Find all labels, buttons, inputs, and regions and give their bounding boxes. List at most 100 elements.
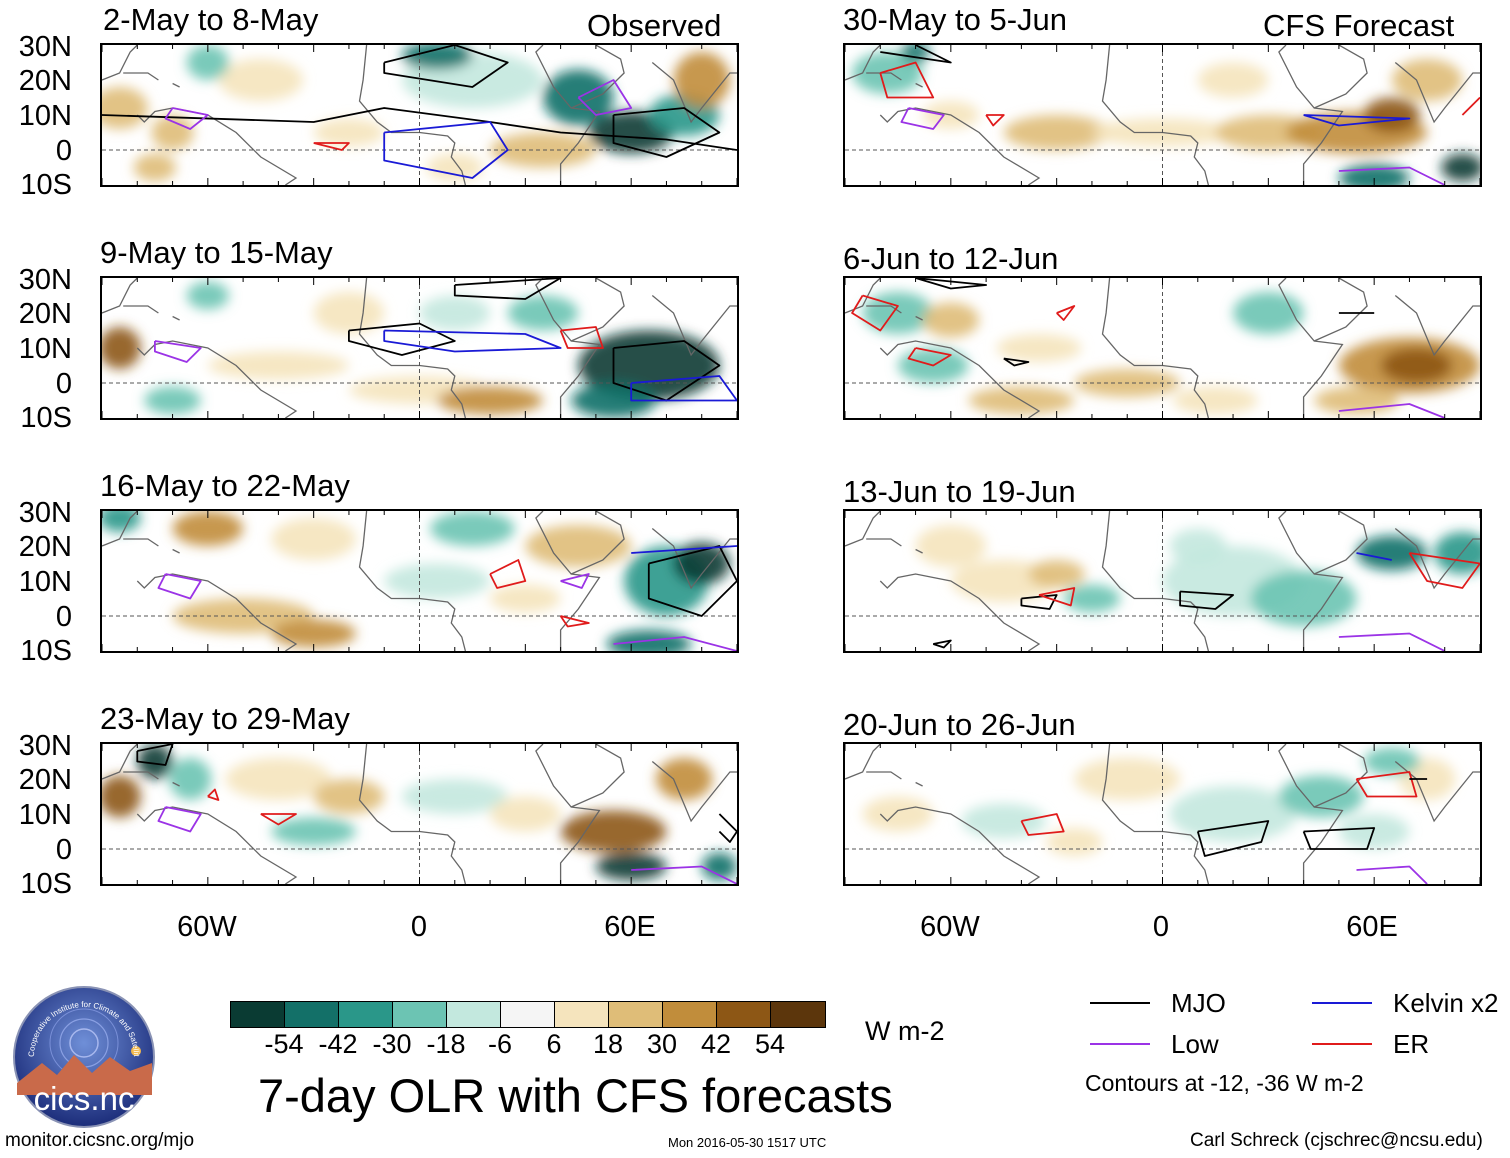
- olr-anomaly: [207, 351, 349, 380]
- colorbar-tick: -42: [318, 1029, 358, 1059]
- coastline: [123, 538, 159, 547]
- lat-label: 10S: [20, 169, 72, 201]
- mjo-contour: [1020, 594, 1058, 610]
- olr-anomaly: [426, 153, 483, 182]
- olr-map: [102, 45, 737, 185]
- mjo-contour: [880, 45, 952, 64]
- coastline: [915, 315, 923, 321]
- olr-anomaly: [419, 295, 491, 331]
- lon-label-60e: 60E: [1346, 911, 1398, 943]
- kelvin-contour: [631, 545, 737, 554]
- lon-label-60w: 60W: [177, 911, 237, 943]
- er-contour: [907, 347, 952, 367]
- er-contour: [489, 559, 527, 589]
- lat-label: 0: [55, 368, 72, 400]
- olr-anomaly: [673, 52, 730, 108]
- olr-anomaly: [525, 525, 632, 567]
- coastline: [1394, 294, 1480, 357]
- lon-label-60w: 60W: [920, 911, 980, 943]
- colorbar-swatch: [555, 1002, 609, 1027]
- coastline: [102, 744, 138, 780]
- olr-anomaly: [922, 302, 980, 338]
- olr-anomaly: [1173, 386, 1258, 415]
- olr-anomaly: [996, 334, 1082, 362]
- coastline: [102, 511, 138, 547]
- coastline: [136, 573, 298, 651]
- olr-map: [102, 744, 737, 884]
- lat-label: 30N: [18, 264, 72, 296]
- kelvin-contour: [383, 121, 509, 179]
- footer-author: Carl Schreck (cjschrec@ncsu.edu): [1190, 1130, 1483, 1151]
- coastline: [866, 538, 902, 547]
- lat-label: 30N: [18, 730, 72, 762]
- coastline: [915, 548, 923, 554]
- coastline: [172, 548, 180, 554]
- footer-url[interactable]: monitor.cicsnc.org/mjo: [5, 1130, 195, 1151]
- coastline: [123, 771, 159, 780]
- panel-title: 13-Jun to 19-Jun: [843, 474, 1076, 509]
- lat-label: 0: [55, 601, 72, 633]
- mjo-contour: [647, 545, 737, 617]
- olr-anomaly: [1314, 386, 1399, 415]
- coastline: [358, 744, 467, 884]
- olr-anomaly: [1063, 584, 1121, 613]
- low-contour: [1338, 632, 1446, 651]
- olr-anomaly: [1197, 62, 1269, 98]
- low-contour: [154, 340, 202, 363]
- olr-anomaly: [271, 518, 356, 560]
- mjo-contour: [383, 45, 509, 88]
- olr-map: [102, 278, 737, 418]
- lat-label: 20N: [18, 531, 72, 563]
- olr-anomaly: [437, 386, 543, 415]
- lat-label: 10S: [20, 868, 72, 900]
- mjo-contour: [932, 639, 952, 649]
- lon-label-0: 0: [410, 911, 428, 943]
- panel-title: 30-May to 5-Jun: [843, 2, 1067, 37]
- olr-anomaly: [560, 810, 667, 853]
- coastline: [1313, 511, 1368, 575]
- coastline: [879, 573, 1041, 651]
- low-contour: [1356, 865, 1428, 884]
- coastline: [651, 527, 737, 590]
- coastline: [845, 744, 881, 780]
- olr-anomaly: [271, 817, 356, 846]
- map-panel-observed-2: [100, 276, 739, 420]
- er-contour: [559, 326, 604, 349]
- kelvin-contour: [1303, 114, 1411, 127]
- olr-anomaly: [1074, 758, 1181, 800]
- coastline: [1394, 527, 1480, 590]
- coastline: [570, 744, 625, 808]
- olr-anomaly: [915, 525, 987, 567]
- panel-title: 16-May to 22-May: [100, 468, 350, 503]
- er-contour: [1038, 587, 1076, 607]
- map-panel-observed-3: [100, 509, 739, 653]
- olr-anomaly: [313, 118, 385, 147]
- colorbar-tick: -18: [426, 1029, 466, 1059]
- olr-anomaly: [490, 584, 561, 613]
- coastline: [172, 82, 180, 88]
- er-contour: [260, 813, 297, 826]
- panel-title: 6-Jun to 12-Jun: [843, 241, 1059, 276]
- colorbar-tick: 42: [700, 1029, 732, 1059]
- olr-map: [845, 511, 1480, 651]
- coastline: [866, 72, 902, 81]
- coastline: [651, 760, 737, 823]
- colorbar-tick: -30: [372, 1029, 412, 1059]
- coastline: [1278, 45, 1344, 185]
- olr-anomaly: [1381, 348, 1452, 383]
- olr-anomaly: [490, 796, 561, 832]
- coastline: [651, 61, 737, 124]
- low-contour: [577, 79, 633, 116]
- olr-anomaly: [169, 758, 212, 800]
- olr-anomaly: [1356, 535, 1428, 571]
- low-contour: [1338, 166, 1446, 185]
- olr-anomaly: [1250, 570, 1357, 627]
- olr-anomaly: [144, 386, 201, 415]
- coastline: [651, 294, 737, 357]
- low-contour: [164, 107, 209, 130]
- er-contour: [1408, 552, 1480, 589]
- mjo-contour: [136, 744, 174, 766]
- coastline: [570, 45, 625, 109]
- coastline: [136, 806, 298, 884]
- main-title: 7-day OLR with CFS forecasts: [258, 1069, 893, 1122]
